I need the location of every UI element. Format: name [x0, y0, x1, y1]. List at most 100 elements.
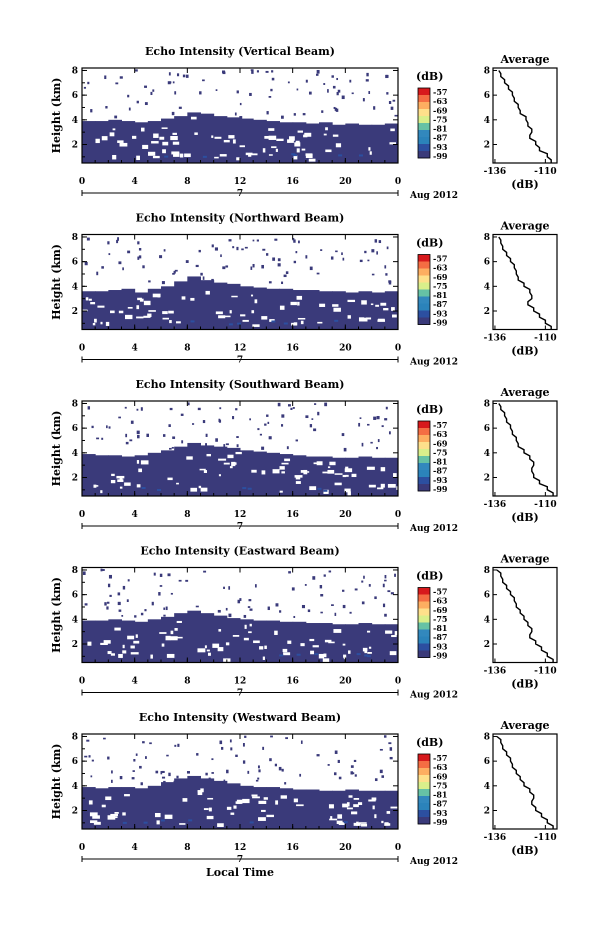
colorbar-tick-label: -69 — [433, 771, 448, 781]
echo-point — [186, 771, 190, 774]
echo-point — [341, 95, 345, 100]
echo-column — [266, 288, 280, 330]
echo-point — [244, 246, 248, 249]
echo-gap — [110, 310, 115, 314]
echo-point — [117, 592, 121, 596]
echo-gap — [262, 656, 265, 660]
echo-point — [342, 257, 345, 261]
echo-gap — [305, 153, 313, 159]
echo-point — [288, 571, 291, 574]
echo-point — [394, 573, 396, 577]
echo-point — [247, 770, 250, 774]
echo-gap — [251, 469, 257, 473]
echo-gap — [232, 634, 240, 637]
echo-gap — [122, 812, 126, 816]
echo-point — [376, 446, 378, 450]
echo-point — [96, 271, 99, 276]
x-tick-label: 12 — [234, 510, 247, 520]
colorbar-segment — [418, 456, 430, 464]
echo-column — [319, 122, 333, 163]
echo-column — [253, 451, 267, 496]
echo-gap — [333, 307, 341, 312]
echo-gap — [243, 637, 249, 641]
echo-gap — [323, 653, 327, 658]
echo-point — [214, 247, 219, 251]
echo-point — [127, 250, 131, 254]
colorbar-label: (dB) — [416, 70, 443, 83]
echo-point — [132, 770, 135, 772]
echo-gap — [218, 315, 226, 319]
echo-gap — [231, 461, 236, 467]
echo-point — [381, 425, 384, 428]
colorbar-tick-label: -57 — [433, 420, 447, 430]
x-tick-label: 8 — [184, 843, 190, 853]
echo-point — [271, 77, 275, 81]
echo-gap — [127, 306, 133, 309]
echo-point — [162, 434, 166, 437]
colorbar-tick-label: -75 — [433, 614, 447, 624]
echo-point — [270, 88, 273, 92]
echo-gap — [346, 802, 350, 807]
echo-point — [316, 754, 320, 757]
colorbar-tick-label: -81 — [433, 290, 447, 300]
echo-column — [371, 624, 386, 663]
echo-point — [161, 776, 166, 779]
echo-strong-point — [156, 489, 161, 492]
echo-point — [107, 756, 110, 760]
echo-column — [108, 787, 122, 829]
echo-point — [127, 579, 130, 582]
y-tick-label: 8 — [72, 399, 78, 409]
echo-point — [215, 438, 218, 442]
echo-gap — [383, 308, 389, 311]
echo-gap — [95, 138, 100, 144]
echo-gap — [148, 310, 156, 312]
echo-gap — [119, 142, 128, 147]
echo-point — [283, 274, 287, 278]
echo-point — [170, 592, 173, 595]
echo-point — [198, 249, 201, 253]
echo-point — [361, 601, 365, 605]
echo-point — [292, 238, 295, 241]
echo-point — [124, 406, 127, 409]
echo-column — [358, 456, 373, 496]
echo-gap — [332, 304, 339, 307]
echo-point — [106, 425, 108, 429]
echo-gap — [172, 141, 180, 145]
echo-gap — [362, 647, 368, 652]
echo-point — [386, 246, 389, 250]
echo-point — [295, 439, 299, 442]
echo-point — [301, 604, 306, 609]
echo-strong-point — [249, 821, 254, 824]
echo-panel-1: Echo Intensity (Northward Beam) 2 4 6 8 Heigh… — [50, 212, 558, 368]
echo-point — [107, 583, 111, 588]
echo-point — [116, 239, 119, 244]
echo-point — [223, 444, 226, 448]
echo-point — [107, 241, 110, 245]
echo-gap — [117, 140, 124, 143]
echo-column — [371, 124, 386, 163]
echo-gap — [217, 647, 224, 652]
echo-gap — [316, 461, 323, 466]
colorbar-segment — [418, 116, 430, 124]
echo-point — [218, 418, 221, 423]
echo-gap — [105, 796, 112, 801]
echo-point — [130, 420, 134, 424]
echo-gap — [164, 814, 173, 819]
echo-point — [336, 91, 339, 96]
echo-column — [226, 618, 241, 663]
echo-gap — [223, 139, 230, 143]
echo-point — [119, 76, 123, 79]
echo-gap — [295, 140, 300, 145]
echo-point — [316, 73, 319, 76]
profile-y-tick-label: 6 — [484, 424, 490, 434]
echo-column — [240, 286, 254, 330]
echo-gap — [392, 314, 397, 318]
echo-column — [187, 610, 201, 663]
echo-point — [256, 239, 259, 242]
echo-gap — [88, 298, 92, 301]
colorbar-tick-label: -69 — [433, 272, 448, 282]
x-tick-label: 16 — [286, 677, 299, 687]
echo-point — [327, 89, 329, 93]
echo-point — [236, 444, 239, 448]
echo-fill — [82, 735, 399, 829]
